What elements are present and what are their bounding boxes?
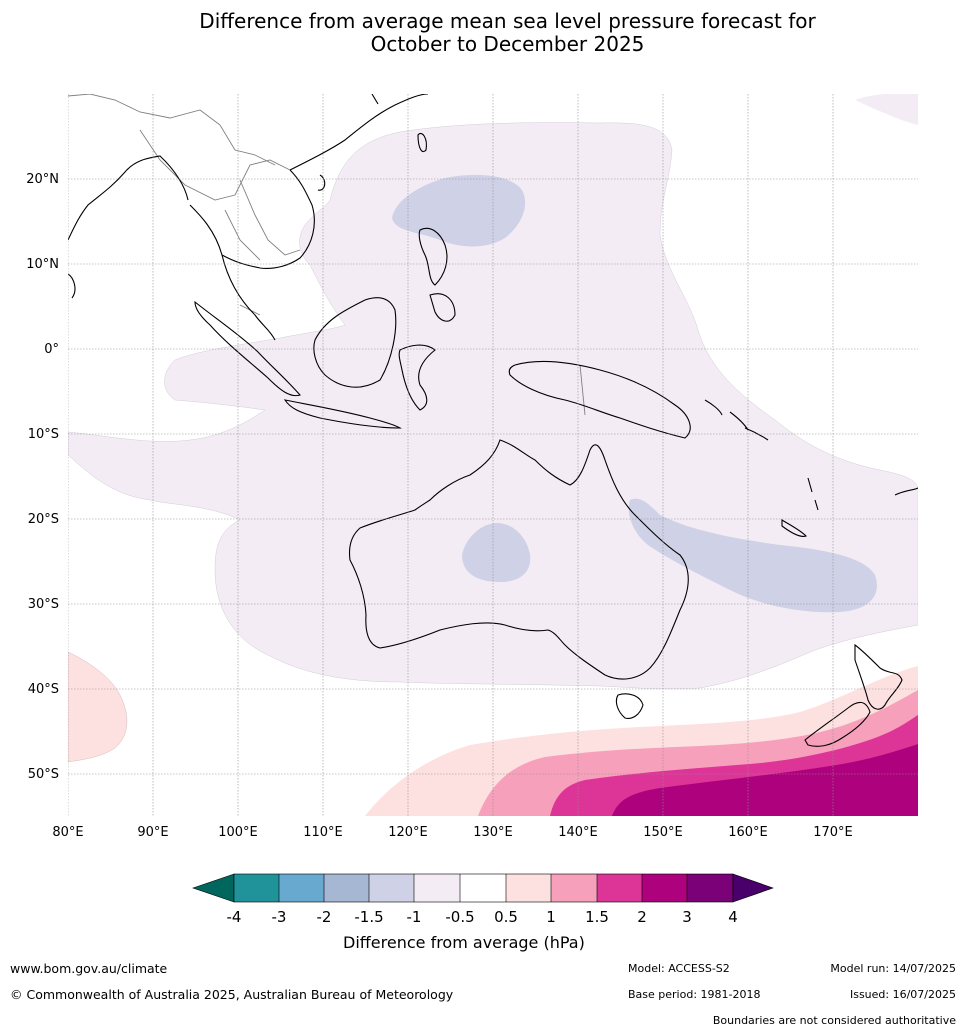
title-line-2: October to December 2025 bbox=[370, 32, 645, 56]
anomaly-region-plus-0-5-southwest bbox=[68, 651, 128, 763]
lon-label: 80°E bbox=[52, 825, 83, 840]
lon-label: 110°E bbox=[303, 825, 343, 840]
colorbar-bin bbox=[369, 874, 414, 902]
colorbar-tick-label: -0.5 bbox=[445, 908, 474, 926]
lon-label: 90°E bbox=[137, 825, 168, 840]
lat-label: 10°N bbox=[26, 257, 59, 272]
colorbar-bin bbox=[460, 874, 506, 902]
colorbar-tick-label: 4 bbox=[728, 908, 738, 926]
disclaimer-text: Boundaries are not considered authoritat… bbox=[712, 1014, 956, 1027]
colorbar-tick-label: -4 bbox=[227, 908, 242, 926]
gridlines bbox=[68, 94, 918, 816]
lon-label: 140°E bbox=[558, 825, 598, 840]
copyright-text: © Commonwealth of Australia 2025, Austra… bbox=[10, 987, 454, 1002]
lon-label: 120°E bbox=[388, 825, 428, 840]
latitude-labels: 20°N 10°N 0° 10°S 20°S 30°S 40°S 50°S bbox=[26, 172, 59, 782]
lat-label: 20°N bbox=[26, 172, 59, 187]
colorbar-bin bbox=[597, 874, 642, 902]
anomaly-region-minus-0-5-ne bbox=[855, 94, 918, 125]
colorbar-tick-label: -1 bbox=[407, 908, 422, 926]
base-period-text: Base period: 1981-2018 bbox=[628, 988, 761, 1001]
model-run-text: Model run: 14/07/2025 bbox=[830, 962, 956, 975]
country-borders bbox=[68, 94, 586, 416]
colorbar-tick-label: -3 bbox=[272, 908, 287, 926]
colorbar-bin bbox=[279, 874, 324, 902]
longitude-labels: 80°E 90°E 100°E 110°E 120°E 130°E 140°E … bbox=[52, 825, 852, 840]
colorbar-tick-label: 0.5 bbox=[494, 908, 518, 926]
colorbar-bin bbox=[506, 874, 551, 902]
lon-label: 150°E bbox=[643, 825, 683, 840]
colorbar-tick-label: -2 bbox=[317, 908, 332, 926]
lat-label: 30°S bbox=[28, 597, 59, 612]
colorbar-tick-label: 2 bbox=[637, 908, 647, 926]
colorbar-outline bbox=[233, 873, 734, 903]
colorbar-bin bbox=[414, 874, 460, 902]
colorbar-extend-high bbox=[732, 873, 774, 903]
colorbar-bin bbox=[551, 874, 597, 902]
lat-label: 40°S bbox=[28, 682, 59, 697]
colorbar: -4 -3 -2 -1.5 -1 -0.5 0.5 1 1.5 2 3 4 bbox=[192, 873, 774, 926]
colorbar-tick-label: 1 bbox=[546, 908, 556, 926]
colorbar-tick-label: -1.5 bbox=[354, 908, 383, 926]
lat-label: 20°S bbox=[28, 512, 59, 527]
lon-label: 160°E bbox=[728, 825, 768, 840]
colorbar-extend-low bbox=[192, 873, 235, 903]
lon-label: 100°E bbox=[218, 825, 258, 840]
lon-label: 130°E bbox=[473, 825, 513, 840]
anomaly-region-minus-1-coral-sea bbox=[628, 498, 877, 613]
anomaly-region-minus-1-australia bbox=[462, 522, 531, 582]
colorbar-bin bbox=[234, 874, 279, 902]
colorbar-bin bbox=[324, 874, 369, 902]
issued-text: Issued: 16/07/2025 bbox=[849, 988, 956, 1001]
lon-label: 170°E bbox=[813, 825, 853, 840]
title-line-1: Difference from average mean sea level p… bbox=[199, 9, 816, 33]
lat-label: 0° bbox=[44, 342, 59, 357]
colorbar-bin bbox=[642, 874, 687, 902]
model-text: Model: ACCESS-S2 bbox=[628, 962, 730, 975]
map-title: Difference from average mean sea level p… bbox=[0, 10, 965, 56]
map-plot-area bbox=[68, 94, 918, 816]
colorbar-bin bbox=[687, 874, 733, 902]
coastlines bbox=[68, 94, 918, 747]
lat-label: 50°S bbox=[28, 767, 59, 782]
lat-label: 10°S bbox=[28, 427, 59, 442]
website-link[interactable]: www.bom.gov.au/climate bbox=[10, 961, 168, 976]
colorbar-title: Difference from average (hPa) bbox=[343, 933, 585, 952]
colorbar-tick-label: 3 bbox=[682, 908, 692, 926]
anomaly-region-plus-2-south bbox=[612, 744, 918, 816]
colorbar-tick-label: 1.5 bbox=[585, 908, 609, 926]
